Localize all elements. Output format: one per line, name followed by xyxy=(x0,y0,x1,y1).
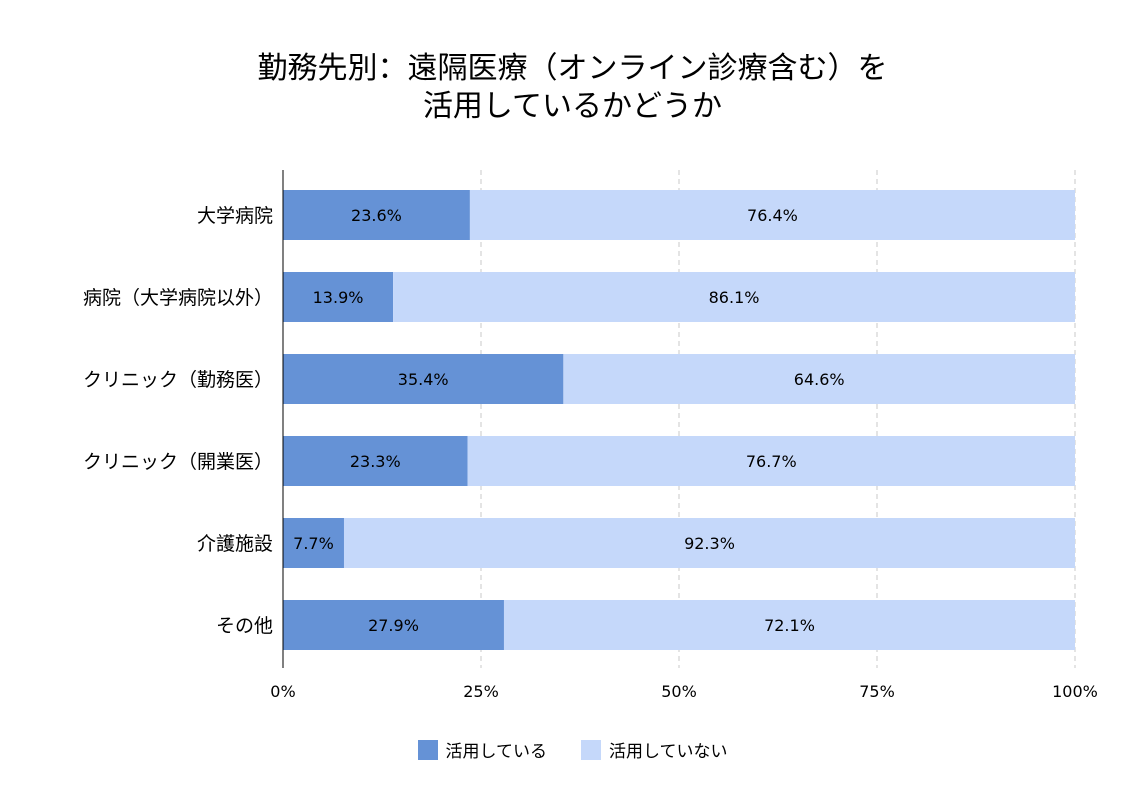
x-tick-label-50: 50% xyxy=(661,682,697,701)
bar-using-2 xyxy=(283,354,564,404)
legend-label-using: 活用している xyxy=(445,742,548,762)
bar-not-using-2 xyxy=(563,354,1075,404)
data-label-using-0: 23.6% xyxy=(351,206,402,225)
legend-item-using: 活用している xyxy=(417,737,548,762)
legend-item-not-using: 活用していない xyxy=(581,737,728,762)
data-label-using-5: 27.9% xyxy=(368,616,419,635)
chart-title-line-2: 活用しているかどうか xyxy=(422,89,723,124)
category-label-3: クリニック（開業医） xyxy=(83,451,273,473)
bar-not-using-4 xyxy=(343,518,1075,568)
legend-swatch-not-using xyxy=(581,739,601,760)
category-label-4: 介護施設 xyxy=(197,533,273,555)
bar-not-using-3 xyxy=(467,436,1075,486)
bar-using-4 xyxy=(283,518,344,568)
x-tick-label-75: 75% xyxy=(859,682,895,701)
chart-title-line-1: 勤務先別：遠隔医療（オンライン診療含む）を xyxy=(257,51,888,86)
data-label-using-1: 13.9% xyxy=(313,288,364,307)
data-label-using-3: 23.3% xyxy=(350,452,401,471)
data-label-using-2: 35.4% xyxy=(398,370,449,389)
chart-title: 勤務先別：遠隔医療（オンライン診療含む）を 活用しているかどうか xyxy=(0,50,1145,126)
bar-using-0 xyxy=(283,190,470,240)
category-label-0: 大学病院 xyxy=(197,205,273,227)
category-label-1: 病院（大学病院以外） xyxy=(83,287,273,309)
bar-using-1 xyxy=(283,272,394,322)
bar-using-5 xyxy=(283,600,504,650)
bar-not-using-0 xyxy=(469,190,1075,240)
data-label-not-using-3: 76.7% xyxy=(746,452,797,471)
data-label-using-4: 7.7% xyxy=(293,534,334,553)
legend-label-not-using: 活用していない xyxy=(609,742,728,762)
category-label-2: クリニック（勤務医） xyxy=(83,369,273,391)
legend-swatch-using xyxy=(417,739,438,760)
bar-using-3 xyxy=(283,436,468,486)
x-tick-label-100: 100% xyxy=(1052,682,1098,701)
data-label-not-using-2: 64.6% xyxy=(794,370,845,389)
data-label-not-using-0: 76.4% xyxy=(747,206,798,225)
category-label-5: その他 xyxy=(216,615,273,637)
x-tick-label-0: 0% xyxy=(270,682,295,701)
data-label-not-using-4: 92.3% xyxy=(684,534,735,553)
x-tick-label-25: 25% xyxy=(463,682,499,701)
data-label-not-using-1: 86.1% xyxy=(709,288,760,307)
bar-not-using-5 xyxy=(503,600,1075,650)
bar-not-using-1 xyxy=(393,272,1075,322)
chart-legend: 活用している 活用していない xyxy=(0,737,1145,762)
data-label-not-using-5: 72.1% xyxy=(764,616,815,635)
